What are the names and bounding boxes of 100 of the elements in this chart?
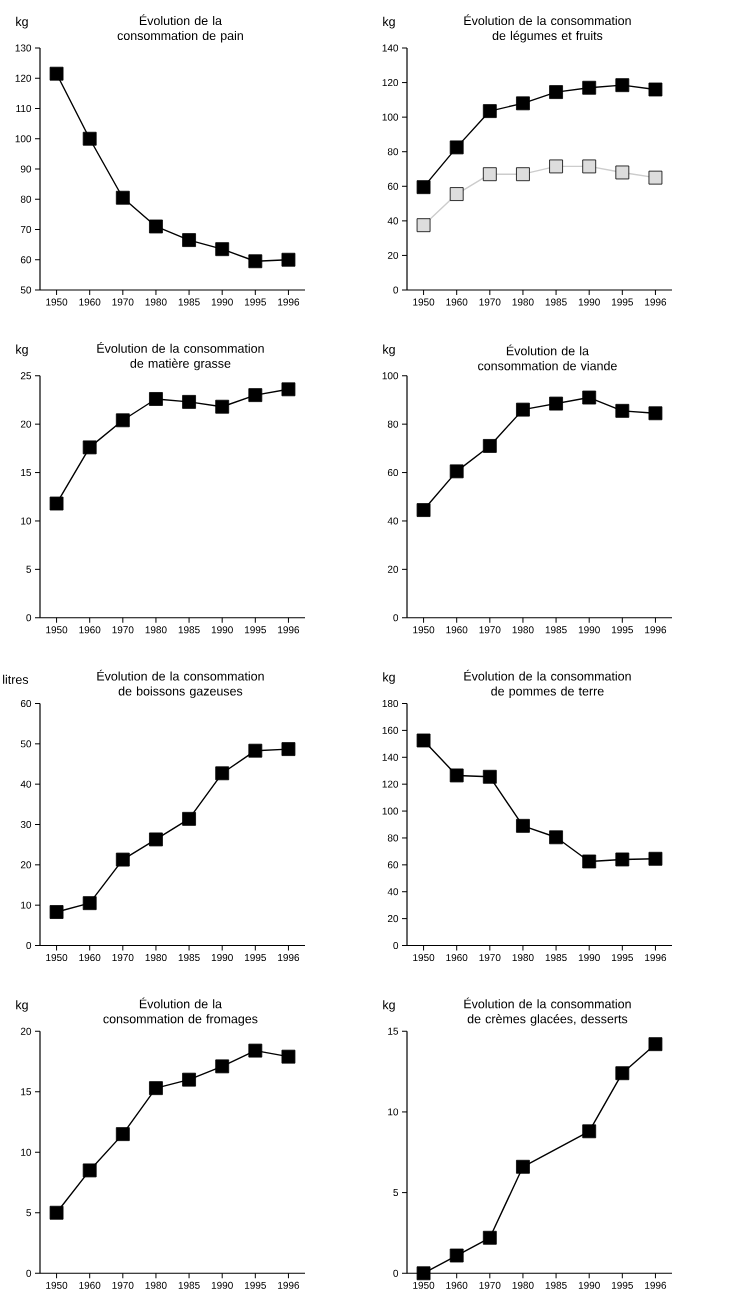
- y-axis-title: kg: [383, 1000, 395, 1012]
- point: [449, 1248, 464, 1263]
- y-tick-label: 80: [387, 834, 399, 842]
- point: [615, 1066, 630, 1081]
- point: [182, 811, 196, 826]
- x-tick-label: 1995: [612, 298, 633, 306]
- chart-title: Évolution de la consommation de pain: [117, 14, 243, 43]
- point: [416, 218, 431, 233]
- x-tick-label: 1960: [79, 1281, 101, 1289]
- x-tick-label: 1950: [46, 298, 68, 306]
- point: [582, 159, 597, 174]
- x-tick-label: 1985: [545, 954, 567, 962]
- point: [416, 1266, 431, 1281]
- point: [115, 1127, 130, 1142]
- point: [49, 1205, 64, 1220]
- x-tick-label: 1990: [211, 954, 233, 962]
- x-tick-label: 1995: [612, 954, 633, 962]
- point: [149, 1081, 163, 1096]
- x-tick-label: 1970: [479, 954, 501, 962]
- x-tick-label: 1995: [245, 298, 266, 306]
- x-tick-label: 1995: [245, 954, 266, 962]
- point: [582, 80, 597, 95]
- y-tick-label: 130: [15, 44, 32, 52]
- x-tick-label: 1990: [211, 298, 233, 306]
- y-tick-label: 120: [382, 79, 399, 87]
- point: [115, 852, 130, 867]
- point: [49, 66, 64, 81]
- point: [248, 743, 263, 758]
- y-tick-label: 100: [382, 807, 399, 815]
- point: [149, 392, 163, 406]
- x-tick-label: 1970: [479, 626, 501, 634]
- x-tick-label: 1995: [245, 626, 266, 634]
- point: [82, 896, 97, 911]
- chart-title: Évolution de la consommation de viande: [478, 344, 617, 371]
- y-tick-label: 80: [20, 195, 32, 203]
- x-tick-label: 1950: [46, 626, 68, 634]
- x-tick-label: 1980: [145, 1281, 167, 1289]
- point: [82, 1163, 97, 1178]
- x-tick-label: 1985: [545, 1281, 567, 1289]
- point: [549, 85, 563, 99]
- y-axis-title: kg: [383, 16, 395, 29]
- x-tick-label: 1985: [545, 298, 567, 306]
- x-tick-label: 1970: [112, 1281, 134, 1289]
- y-tick-label: 5: [393, 1189, 399, 1197]
- x-tick-label: 1950: [46, 954, 68, 962]
- y-axis-title: kg: [16, 1000, 28, 1012]
- y-tick-label: 110: [16, 104, 32, 113]
- point: [416, 503, 431, 517]
- x-tick-label: 1985: [178, 298, 200, 306]
- y-tick-label: 80: [387, 148, 399, 156]
- point: [516, 402, 530, 417]
- point: [115, 413, 130, 428]
- x-tick-label: 1980: [145, 626, 167, 634]
- x-tick-label: 1950: [413, 298, 435, 306]
- x-tick-label: 1970: [479, 1281, 501, 1289]
- x-tick-label: 1990: [578, 1281, 600, 1289]
- point: [516, 1159, 530, 1174]
- y-tick-label: 180: [382, 699, 399, 708]
- y-tick-label: 30: [20, 820, 32, 829]
- point: [582, 854, 597, 869]
- point: [549, 159, 563, 174]
- x-tick-label: 1960: [79, 954, 101, 962]
- x-tick-label: 1970: [479, 298, 501, 306]
- y-tick-label: 100: [382, 372, 399, 380]
- point: [281, 1049, 296, 1064]
- y-tick-label: 100: [382, 113, 399, 121]
- y-tick-label: 0: [393, 1269, 399, 1277]
- point: [215, 1059, 230, 1074]
- x-tick-label: 1995: [612, 1281, 633, 1289]
- x-tick-label: 1980: [512, 954, 534, 962]
- y-tick-label: 40: [387, 217, 399, 225]
- point: [182, 233, 196, 247]
- point: [49, 496, 64, 511]
- x-tick-label: 1996: [645, 954, 667, 962]
- point: [416, 733, 431, 748]
- point: [281, 252, 296, 267]
- point: [482, 439, 497, 453]
- x-tick-label: 1950: [413, 626, 435, 634]
- point: [516, 96, 530, 111]
- chart-title: Évolution de la consommation de matière grasse: [97, 341, 264, 371]
- x-tick-label: 1950: [413, 1281, 435, 1289]
- y-tick-label: 40: [387, 517, 399, 525]
- point: [149, 219, 163, 234]
- x-tick-label: 1996: [278, 626, 300, 634]
- point: [182, 1072, 196, 1087]
- point: [449, 140, 464, 155]
- point: [149, 832, 163, 847]
- y-tick-label: 140: [382, 44, 399, 52]
- y-tick-label: 60: [387, 182, 399, 190]
- point: [582, 1124, 597, 1139]
- x-tick-label: 1996: [645, 298, 667, 306]
- x-tick-label: 1985: [178, 954, 200, 962]
- y-tick-label: 40: [20, 780, 32, 788]
- y-tick-label: 60: [20, 699, 32, 708]
- y-tick-label: 10: [388, 1108, 399, 1116]
- y-tick-label: 0: [26, 1269, 32, 1277]
- x-tick-label: 1980: [512, 1281, 534, 1289]
- point: [648, 1037, 663, 1052]
- point: [449, 464, 464, 479]
- y-axis-title: kg: [383, 672, 395, 684]
